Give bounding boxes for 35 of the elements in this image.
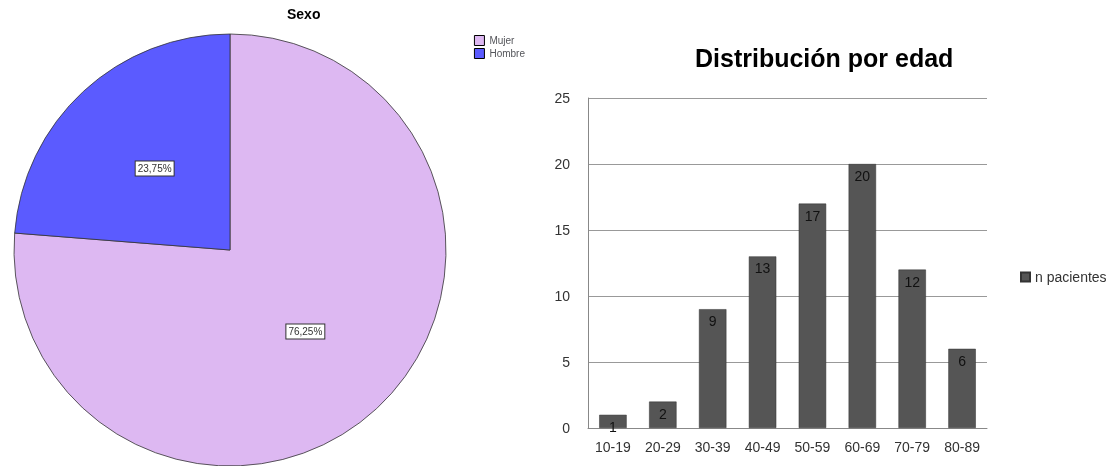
x-tick-label: 10-19 — [595, 439, 632, 455]
x-tick-label: 70-79 — [894, 439, 931, 455]
y-tick-label: 25 — [554, 90, 571, 106]
y-tick-label: 15 — [554, 222, 571, 238]
data-label: 2 — [658, 405, 667, 422]
x-tick-label: 30-39 — [694, 439, 731, 455]
data-label: 13 — [754, 260, 771, 277]
data-label: 6 — [958, 352, 967, 369]
bar — [848, 164, 877, 428]
x-tick-label: 50-59 — [794, 439, 831, 455]
y-tick-label: 5 — [562, 354, 571, 370]
bar — [698, 309, 727, 428]
x-tick-label: 80-89 — [944, 439, 981, 455]
data-label: 20 — [854, 168, 871, 184]
data-label: 23,75% — [137, 162, 172, 174]
bar — [798, 203, 827, 428]
legend-label: Mujer — [489, 35, 516, 46]
data-label: 12 — [904, 273, 921, 290]
legend-label: n pacientes — [1035, 269, 1107, 285]
bar — [898, 269, 926, 428]
data-label: 76,25% — [288, 326, 323, 338]
chart-title: Distribución por edad — [695, 43, 954, 72]
x-tick-label: 40-49 — [744, 439, 781, 455]
data-label: 17 — [804, 207, 821, 224]
chart-title: Sexo — [287, 6, 321, 22]
bar — [948, 348, 976, 428]
x-tick-label: 20-29 — [644, 439, 681, 455]
y-tick-label: 10 — [554, 288, 571, 304]
bar — [649, 401, 677, 428]
y-tick-label: 20 — [554, 156, 571, 172]
y-tick-label: 0 — [562, 420, 571, 436]
x-tick-label: 60-69 — [844, 439, 881, 455]
data-label: 9 — [708, 313, 717, 330]
legend-label: Hombre — [489, 48, 526, 59]
bar — [748, 256, 777, 428]
